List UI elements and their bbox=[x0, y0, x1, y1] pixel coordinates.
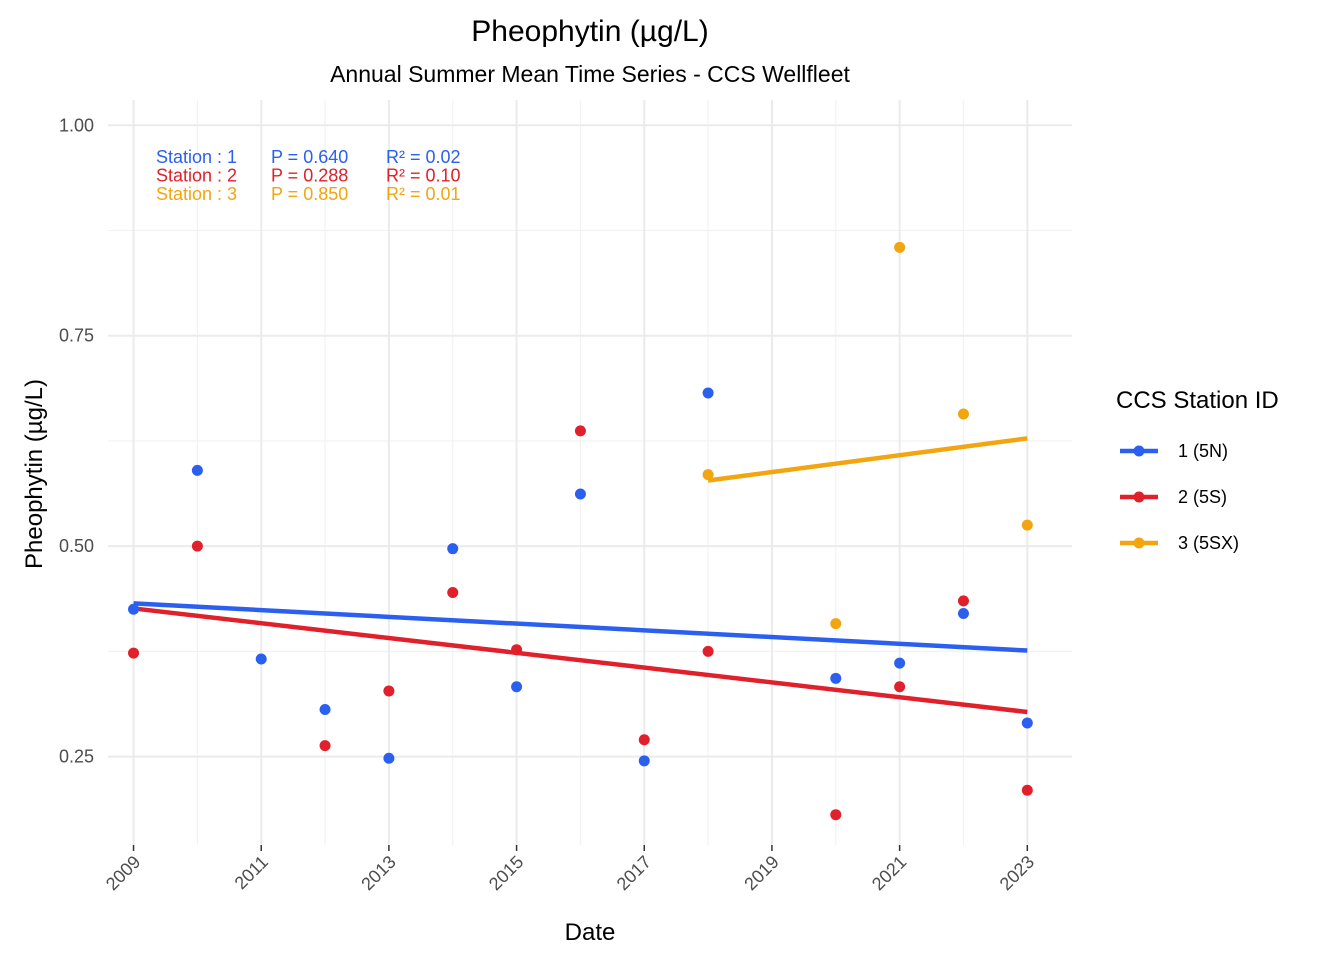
data-point bbox=[702, 469, 714, 481]
legend-label: 1 (5N) bbox=[1178, 441, 1228, 461]
stat-station-label: Station : 2 bbox=[156, 166, 237, 186]
data-point bbox=[128, 603, 140, 615]
chart-subtitle: Annual Summer Mean Time Series - CCS Wel… bbox=[330, 61, 850, 87]
stat-r-squared: R² = 0.01 bbox=[386, 184, 461, 204]
y-axis-ticks: 0.25 0.50 0.75 1.00 bbox=[59, 115, 94, 766]
data-point bbox=[702, 387, 714, 399]
stat-p-value: P = 0.850 bbox=[271, 184, 348, 204]
y-tick-label: 0.25 bbox=[59, 747, 94, 767]
stat-p-value: P = 0.288 bbox=[271, 166, 348, 186]
stat-r-squared: R² = 0.02 bbox=[386, 147, 461, 167]
x-tick-label: 2017 bbox=[613, 852, 655, 894]
regression-stats: Station : 1 P = 0.640 R² = 0.02 Station : 2… bbox=[156, 147, 461, 204]
legend: CCS Station ID 1 (5N) 2 (5S) 3 (5SX) bbox=[1116, 387, 1279, 553]
trend-line bbox=[707, 436, 1028, 483]
x-tick-label: 2019 bbox=[740, 852, 782, 894]
data-point bbox=[830, 809, 842, 821]
x-tick-label: 2013 bbox=[357, 852, 399, 894]
data-point bbox=[128, 647, 140, 659]
data-point bbox=[638, 734, 650, 746]
x-axis-title: Date bbox=[565, 919, 616, 946]
trend-lines bbox=[133, 436, 1028, 715]
data-point bbox=[191, 540, 203, 552]
y-axis-title: Pheophytin (µg/L) bbox=[21, 379, 48, 569]
data-point bbox=[638, 755, 650, 767]
legend-key-point bbox=[1133, 537, 1145, 549]
legend-label: 3 (5SX) bbox=[1178, 533, 1239, 553]
chart-title: Pheophytin (µg/L) bbox=[471, 15, 708, 48]
y-tick-label: 0.75 bbox=[59, 326, 94, 346]
legend-items: 1 (5N) 2 (5S) 3 (5SX) bbox=[1120, 441, 1239, 553]
stat-station-label: Station : 1 bbox=[156, 147, 237, 167]
data-point bbox=[894, 241, 906, 253]
legend-label: 2 (5S) bbox=[1178, 487, 1227, 507]
data-point bbox=[383, 752, 395, 764]
trend-line bbox=[133, 606, 1028, 715]
data-point bbox=[447, 586, 459, 598]
grid-lines bbox=[108, 100, 1072, 845]
data-point bbox=[894, 681, 906, 693]
data-point bbox=[830, 618, 842, 630]
stat-station-label: Station : 3 bbox=[156, 184, 237, 204]
x-axis-ticks: 2009 2011 2013 2015 2017 2019 2021 2023 bbox=[102, 845, 1038, 894]
x-tick-label: 2023 bbox=[996, 852, 1038, 894]
data-point bbox=[957, 608, 969, 620]
data-point bbox=[255, 653, 267, 665]
data-point bbox=[1021, 717, 1033, 729]
x-tick-label: 2011 bbox=[231, 852, 273, 894]
data-point bbox=[574, 425, 586, 437]
data-point bbox=[447, 543, 459, 555]
y-tick-label: 1.00 bbox=[59, 115, 94, 135]
data-point bbox=[574, 488, 586, 500]
stat-p-value: P = 0.640 bbox=[271, 147, 348, 167]
data-point bbox=[319, 703, 331, 715]
data-point bbox=[1021, 519, 1033, 531]
data-point bbox=[511, 644, 523, 656]
data-point bbox=[702, 645, 714, 657]
data-point bbox=[383, 685, 395, 697]
data-point bbox=[319, 740, 331, 752]
x-tick-label: 2009 bbox=[102, 852, 144, 894]
x-tick-label: 2015 bbox=[485, 852, 527, 894]
data-point bbox=[894, 657, 906, 669]
data-point bbox=[957, 595, 969, 607]
legend-key-point bbox=[1133, 491, 1145, 503]
stat-r-squared: R² = 0.10 bbox=[386, 166, 461, 186]
data-point bbox=[511, 681, 523, 693]
data-points bbox=[128, 241, 1033, 821]
legend-key-point bbox=[1133, 445, 1145, 457]
legend-title: CCS Station ID bbox=[1116, 387, 1279, 414]
data-point bbox=[1021, 784, 1033, 796]
trend-line bbox=[133, 601, 1028, 653]
data-point bbox=[957, 408, 969, 420]
y-tick-label: 0.50 bbox=[59, 536, 94, 556]
data-point bbox=[830, 672, 842, 684]
data-point bbox=[191, 464, 203, 476]
x-tick-label: 2021 bbox=[868, 852, 910, 894]
